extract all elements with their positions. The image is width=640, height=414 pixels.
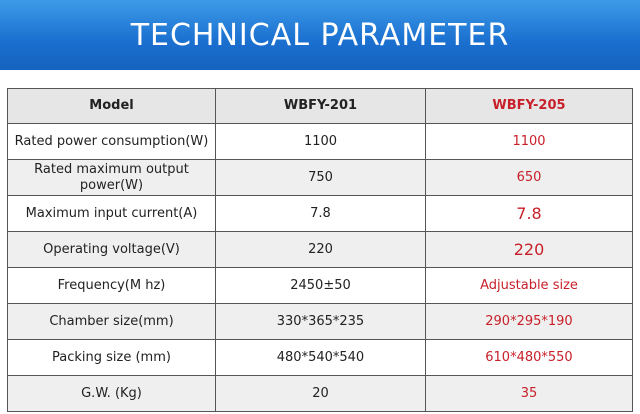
cell-value: 1100 [425,123,633,160]
header-banner: TECHNICAL PARAMETER [0,0,640,70]
column-header: Model [7,88,216,124]
row-label: Frequency(M hz) [7,267,216,304]
cell-value: 1100 [215,123,426,160]
table-row: Operating voltage(V) 220 220 [7,231,633,268]
table-row: G.W. (Kg) 20 35 [7,375,633,412]
cell-value: 220 [425,231,633,268]
cell-value: 220 [215,231,426,268]
table-row: Rated power consumption(W) 1100 1100 [7,123,633,160]
table-row: Chamber size(mm) 330*365*235 290*295*190 [7,303,633,340]
row-label: Chamber size(mm) [7,303,216,340]
table-row: Packing size (mm) 480*540*540 610*480*550 [7,339,633,376]
cell-value: 2450±50 [215,267,426,304]
cell-value: 650 [425,159,633,196]
parameter-table: Model WBFY-201 WBFY-205 Rated power consump… [7,88,633,412]
cell-value: Adjustable size [425,267,633,304]
row-label: Rated maximum output power(W) [7,159,216,196]
row-label: Packing size (mm) [7,339,216,376]
cell-value: 7.8 [215,195,426,232]
cell-value: 35 [425,375,633,412]
row-label: Maximum input current(A) [7,195,216,232]
table-row: Rated maximum output power(W) 750 650 [7,159,633,196]
cell-value: 20 [215,375,426,412]
column-header: WBFY-201 [215,88,426,124]
cell-value: 610*480*550 [425,339,633,376]
cell-value: 480*540*540 [215,339,426,376]
header-row: Model WBFY-201 WBFY-205 [7,88,633,124]
row-label: Rated power consumption(W) [7,123,216,160]
cell-value: 330*365*235 [215,303,426,340]
table-row: Frequency(M hz) 2450±50 Adjustable size [7,267,633,304]
title: TECHNICAL PARAMETER [130,17,510,53]
cell-value: 290*295*190 [425,303,633,340]
row-label: G.W. (Kg) [7,375,216,412]
row-label: Operating voltage(V) [7,231,216,268]
cell-value: 7.8 [425,195,633,232]
cell-value: 750 [215,159,426,196]
column-header: WBFY-205 [425,88,633,124]
table-row: Maximum input current(A) 7.8 7.8 [7,195,633,232]
